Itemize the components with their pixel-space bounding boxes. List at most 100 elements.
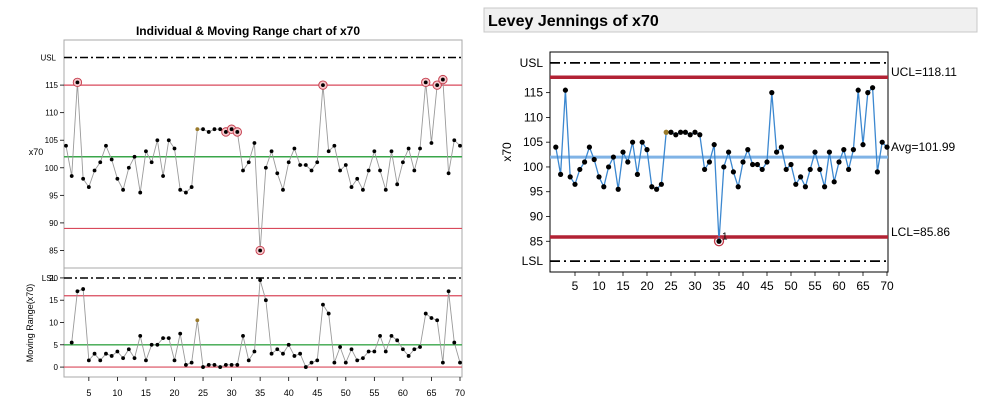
individual-point xyxy=(418,146,422,151)
mr-point xyxy=(92,351,97,356)
individual-point xyxy=(258,248,263,253)
mr-point xyxy=(104,351,108,356)
lj-point xyxy=(711,142,717,148)
individual-point xyxy=(155,138,160,143)
individual-point xyxy=(263,165,268,170)
left-x-tick-label: 10 xyxy=(112,388,122,398)
left-x-tick-label: 15 xyxy=(141,388,151,398)
individual-point xyxy=(132,154,137,159)
lj-point xyxy=(826,149,833,155)
lj-x-tick-label: 20 xyxy=(640,279,654,293)
lj-y-tick-label: 85 xyxy=(530,234,544,248)
lj-x-tick-label: 50 xyxy=(784,279,798,293)
mr-point xyxy=(149,342,154,347)
usl-label: USL xyxy=(40,54,56,63)
lj-point xyxy=(778,144,785,150)
individual-point xyxy=(184,190,188,195)
lsl-label: LSL xyxy=(42,274,57,283)
individual-y-tick-label: 90 xyxy=(49,219,58,228)
mr-point xyxy=(383,349,388,354)
mr-point xyxy=(178,331,183,336)
mr-point xyxy=(400,347,405,352)
mr-point xyxy=(144,358,148,363)
mr-point xyxy=(412,347,417,352)
lj-point xyxy=(831,179,837,185)
individual-point xyxy=(144,149,148,154)
mr-y-tick-label: 15 xyxy=(49,296,58,305)
individual-point xyxy=(458,143,462,148)
mr-point xyxy=(218,365,223,369)
lj-point xyxy=(807,166,813,173)
mr-point xyxy=(389,333,394,338)
mr-point xyxy=(458,360,462,365)
individual-y-tick-label: 105 xyxy=(45,136,59,145)
lj-point xyxy=(562,87,569,93)
lj-point xyxy=(769,90,775,96)
individual-point xyxy=(435,83,440,87)
lj-point xyxy=(615,186,621,192)
individual-point xyxy=(269,149,274,154)
mr-point xyxy=(166,336,171,341)
individual-point xyxy=(332,143,337,148)
individual-point xyxy=(309,168,314,173)
mr-point xyxy=(440,360,445,365)
individual-point xyxy=(440,77,445,82)
lj-point xyxy=(716,238,722,244)
lj-x-tick-label: 70 xyxy=(880,279,894,293)
mr-point xyxy=(235,362,240,367)
lj-series: 1 xyxy=(553,85,890,247)
right-panel: Levey Jennings of x70 x70 USL LSL UCL=118.… xyxy=(483,7,978,293)
lj-point xyxy=(836,159,842,165)
lj-x-tick-label: 30 xyxy=(688,279,702,293)
mr-point xyxy=(309,360,314,365)
lj-chart-title: Levey Jennings of x70 xyxy=(488,13,659,30)
mr-point xyxy=(138,333,143,338)
lj-point xyxy=(822,184,828,190)
lj-point xyxy=(802,184,809,190)
lj-point xyxy=(606,164,612,170)
lj-point xyxy=(759,166,765,173)
mr-point xyxy=(281,351,285,356)
individual-point xyxy=(166,138,171,143)
lj-point xyxy=(639,139,645,145)
lj-point xyxy=(865,90,871,96)
lj-x-tick-label: 55 xyxy=(808,279,822,293)
lj-point xyxy=(649,184,655,190)
lj-lsl-label: LSL xyxy=(522,254,544,268)
lj-point xyxy=(692,129,698,135)
left-panel: Individual & Moving Range chart of x70 U… xyxy=(25,24,465,398)
mr-point xyxy=(418,345,422,349)
lj-y-tick-label: 90 xyxy=(530,210,544,224)
individual-plot-frame xyxy=(63,39,463,269)
individual-point xyxy=(326,149,331,154)
individual-point xyxy=(104,143,108,148)
mr-point xyxy=(292,354,297,358)
individual-point xyxy=(366,168,371,173)
lj-point xyxy=(870,85,876,91)
individual-point xyxy=(69,174,74,178)
individual-point xyxy=(75,80,80,85)
lj-x-tick-label: 10 xyxy=(592,279,606,293)
individual-point xyxy=(303,163,308,167)
lj-x-tick-label: 5 xyxy=(572,279,579,293)
individual-point xyxy=(286,160,291,165)
mr-point xyxy=(172,358,177,363)
lj-x-tick-label: 45 xyxy=(760,279,774,293)
mr-point xyxy=(298,351,303,356)
individual-point xyxy=(406,146,411,151)
individual-point xyxy=(206,130,211,134)
mr-point xyxy=(395,338,400,343)
lj-point xyxy=(812,149,818,155)
left-x-tick-label: 35 xyxy=(255,388,265,398)
individual-point xyxy=(389,149,394,154)
mr-point xyxy=(126,347,131,352)
lj-point xyxy=(634,171,641,177)
lj-point xyxy=(591,156,597,163)
individual-point xyxy=(452,138,457,143)
individual-point xyxy=(395,182,400,187)
mr-point xyxy=(98,358,103,363)
individual-point xyxy=(281,187,285,192)
individual-point xyxy=(372,149,377,154)
individual-point xyxy=(321,83,325,87)
mr-y-tick-label: 10 xyxy=(49,319,58,328)
